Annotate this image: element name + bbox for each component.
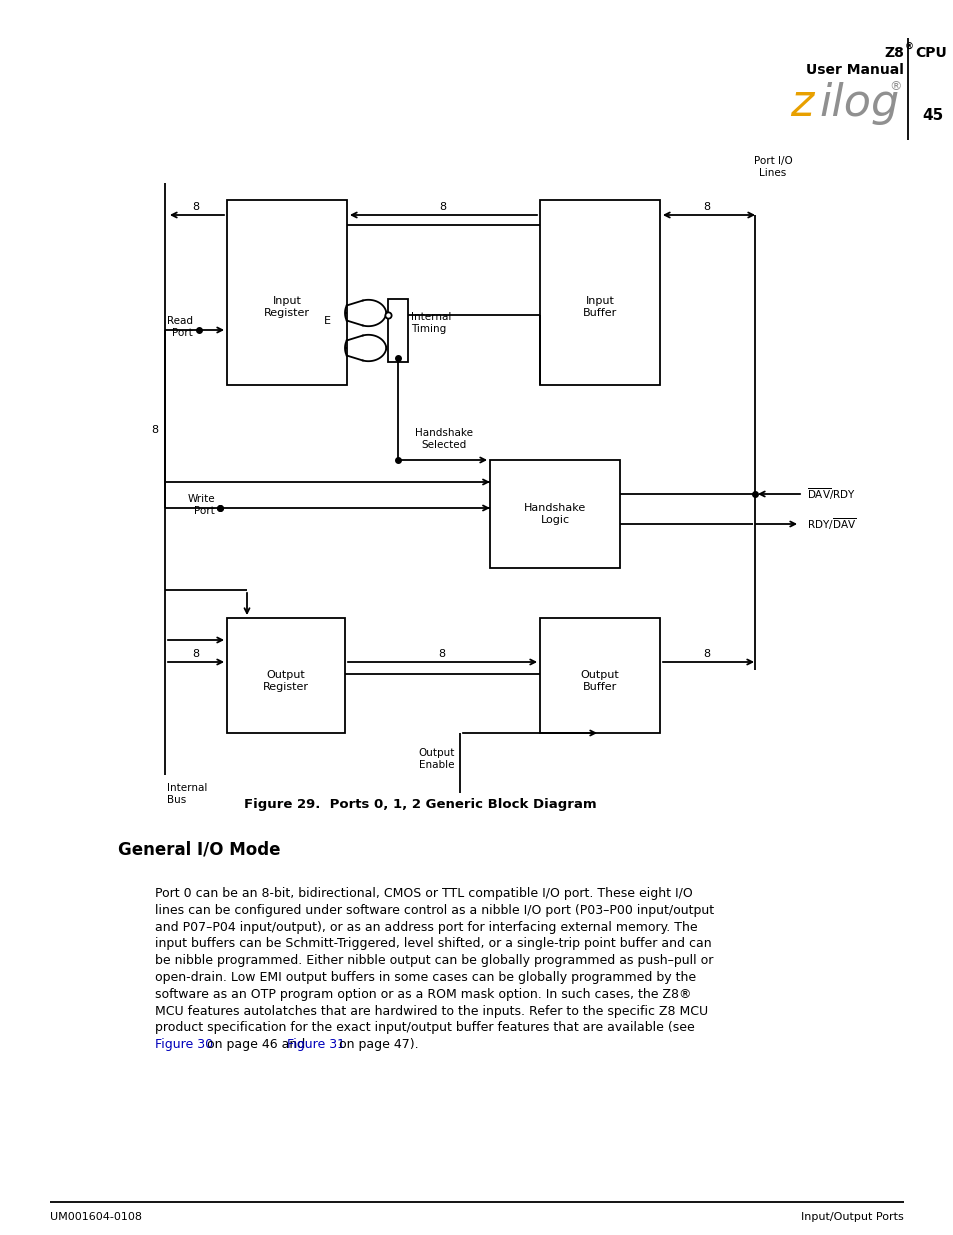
Text: Figure 31: Figure 31 <box>287 1039 345 1051</box>
Text: MCU features autolatches that are hardwired to the inputs. Refer to the specific: MCU features autolatches that are hardwi… <box>154 1004 707 1018</box>
Text: Write
Port: Write Port <box>187 494 214 516</box>
Text: 8: 8 <box>439 203 446 212</box>
Bar <box>490 459 619 568</box>
Text: RDY/$\overline{\mathsf{DAV}}$: RDY/$\overline{\mathsf{DAV}}$ <box>806 516 855 532</box>
Text: User Manual: User Manual <box>805 63 903 77</box>
Text: Z8: Z8 <box>883 46 903 61</box>
Text: lines can be configured under software control as a nibble I/O port (P03–P00 inp: lines can be configured under software c… <box>154 904 714 916</box>
Text: 8: 8 <box>193 203 199 212</box>
Text: 45: 45 <box>921 107 943 124</box>
Bar <box>227 200 347 385</box>
Text: Figure 30: Figure 30 <box>154 1039 213 1051</box>
Text: General I/O Mode: General I/O Mode <box>118 840 280 858</box>
Text: be nibble programmed. Either nibble output can be globally programmed as push–pu: be nibble programmed. Either nibble outp… <box>154 955 713 967</box>
Text: Output
Register: Output Register <box>263 671 309 692</box>
Text: Input
Buffer: Input Buffer <box>582 296 617 319</box>
Text: Output
Buffer: Output Buffer <box>580 671 618 692</box>
Text: 8: 8 <box>702 650 710 659</box>
Text: $\overline{\mathsf{DAV}}$/RDY: $\overline{\mathsf{DAV}}$/RDY <box>806 487 855 501</box>
Text: CPU: CPU <box>914 46 945 61</box>
Bar <box>539 200 659 385</box>
Text: Internal
Timing: Internal Timing <box>411 312 452 333</box>
Text: E: E <box>323 316 330 326</box>
Text: open-drain. Low EMI output buffers in some cases can be globally programmed by t: open-drain. Low EMI output buffers in so… <box>154 971 696 984</box>
Text: ®: ® <box>904 43 913 52</box>
Text: software as an OTP program option or as a ROM mask option. In such cases, the Z8: software as an OTP program option or as … <box>154 988 691 1000</box>
Text: Internal
Bus: Internal Bus <box>167 783 207 804</box>
Text: ilog: ilog <box>818 82 899 125</box>
Text: Input/Output Ports: Input/Output Ports <box>801 1212 903 1221</box>
Text: Handshake
Selected: Handshake Selected <box>415 429 473 450</box>
Text: Read
Port: Read Port <box>167 316 193 338</box>
Text: 8: 8 <box>151 425 158 435</box>
Text: Handshake
Logic: Handshake Logic <box>523 503 585 525</box>
Text: 8: 8 <box>193 650 199 659</box>
Text: product specification for the exact input/output buffer features that are availa: product specification for the exact inpu… <box>154 1021 694 1035</box>
Text: 8: 8 <box>438 650 445 659</box>
Text: ®: ® <box>888 80 901 93</box>
Text: Figure 29.  Ports 0, 1, 2 Generic Block Diagram: Figure 29. Ports 0, 1, 2 Generic Block D… <box>243 798 596 811</box>
Text: z: z <box>789 82 813 125</box>
Text: UM001604-0108: UM001604-0108 <box>50 1212 142 1221</box>
Text: on page 47).: on page 47). <box>335 1039 418 1051</box>
Text: Input
Register: Input Register <box>264 296 310 319</box>
Text: Port I/O
Lines: Port I/O Lines <box>753 157 792 178</box>
Text: on page 46 and: on page 46 and <box>202 1039 309 1051</box>
Text: and P07–P04 input/output), or as an address port for interfacing external memory: and P07–P04 input/output), or as an addr… <box>154 920 697 934</box>
Bar <box>388 299 408 362</box>
Bar <box>227 618 345 734</box>
Text: Output
Enable: Output Enable <box>418 748 455 769</box>
Text: Port 0 can be an 8-bit, bidirectional, CMOS or TTL compatible I/O port. These ei: Port 0 can be an 8-bit, bidirectional, C… <box>154 887 692 900</box>
Bar <box>539 618 659 734</box>
Text: input buffers can be Schmitt-Triggered, level shifted, or a single-trip point bu: input buffers can be Schmitt-Triggered, … <box>154 937 711 951</box>
Text: 8: 8 <box>702 203 710 212</box>
